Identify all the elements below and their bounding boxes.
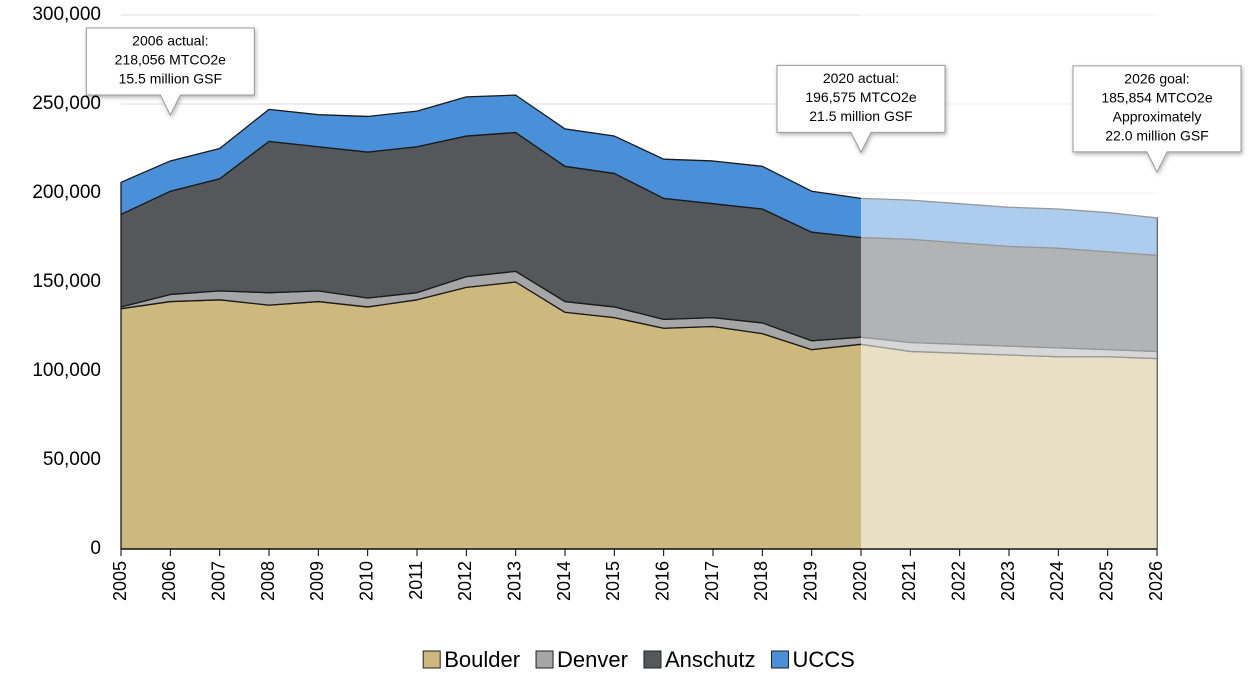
legend-item: Boulder <box>422 647 520 672</box>
x-tick-label: 2017 <box>702 561 722 601</box>
annotation: 2020 actual: 196,575 MTCO2e 21.5 million G… <box>776 64 946 154</box>
legend-item: UCCS <box>770 647 855 672</box>
x-tick-label: 2007 <box>208 561 228 601</box>
y-tick-label: 0 <box>90 538 101 559</box>
x-tick-label: 2015 <box>603 561 623 601</box>
annotation: 2006 actual: 218,056 MTCO2e 15.5 million G… <box>85 27 255 117</box>
x-tick-label: 2026 <box>1146 561 1166 601</box>
x-tick-label: 2006 <box>159 561 179 601</box>
annotation-text: 15.5 million GSF <box>119 71 222 87</box>
x-tick-label: 2010 <box>356 561 376 601</box>
annotation-text: 218,056 MTCO2e <box>115 52 226 68</box>
y-tick-label: 300,000 <box>32 4 101 25</box>
legend: Boulder Denver Anschutz UCCS <box>422 647 855 672</box>
annotation-text: 22.0 million GSF <box>1105 128 1208 144</box>
x-tick-label: 2016 <box>652 561 672 601</box>
x-tick-label: 2019 <box>800 561 820 601</box>
y-tick-label: 200,000 <box>32 182 101 203</box>
callout <box>1072 65 1242 174</box>
x-tick-label: 2025 <box>1096 561 1116 601</box>
x-tick-label: 2013 <box>504 561 524 601</box>
x-tick-label: 2021 <box>899 561 919 601</box>
annotation-text: 21.5 million GSF <box>809 108 912 124</box>
x-tick-label: 2020 <box>850 561 870 601</box>
x-tick-label: 2022 <box>948 561 968 601</box>
annotation-text: 185,854 MTCO2e <box>1101 90 1212 106</box>
y-tick-label: 100,000 <box>32 360 101 381</box>
x-tick-label: 2018 <box>751 561 771 601</box>
legend-label: UCCS <box>792 647 854 672</box>
legend-swatch <box>770 650 789 669</box>
annotation-text: 2026 goal: <box>1124 71 1189 87</box>
annotation-text: 2006 actual: <box>132 33 208 49</box>
x-tick-label: 2011 <box>406 561 426 600</box>
callout <box>776 64 946 154</box>
x-tick-label: 2024 <box>1047 561 1067 601</box>
legend-swatch <box>643 650 662 669</box>
legend-label: Anschutz <box>665 647 756 672</box>
x-tick-label: 2014 <box>554 561 574 601</box>
legend-swatch <box>422 650 441 669</box>
x-tick-label: 2009 <box>307 561 327 601</box>
y-tick-label: 150,000 <box>32 271 101 292</box>
y-tick-label: 50,000 <box>43 449 101 470</box>
y-tick-label: 250,000 <box>32 93 101 114</box>
x-tick-label: 2012 <box>455 561 475 601</box>
legend-label: Boulder <box>444 647 520 672</box>
legend-item: Anschutz <box>643 647 756 672</box>
x-tick-label: 2008 <box>258 561 278 601</box>
annotation: 2026 goal: 185,854 MTCO2e Approximately 22.… <box>1072 65 1242 174</box>
x-tick-label: 2023 <box>998 561 1018 601</box>
legend-label: Denver <box>557 647 628 672</box>
legend-item: Denver <box>535 647 628 672</box>
annotation-text: Approximately <box>1113 109 1202 125</box>
annotation-text: 196,575 MTCO2e <box>805 89 916 105</box>
x-tick-label: 2005 <box>110 561 130 601</box>
callout <box>85 27 255 117</box>
annotation-text: 2020 actual: <box>823 70 899 86</box>
legend-swatch <box>535 650 554 669</box>
